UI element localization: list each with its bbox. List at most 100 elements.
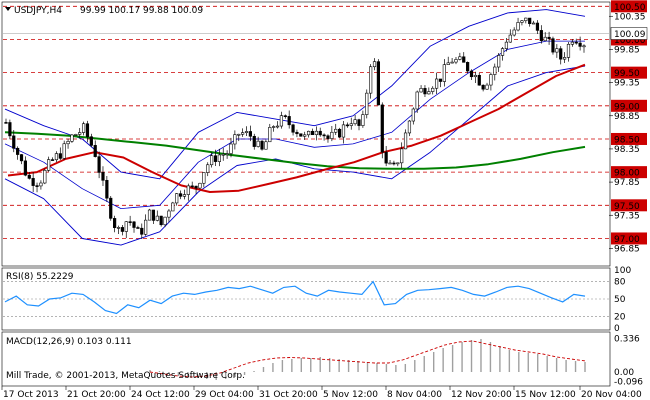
rsi-tick-label: 0: [614, 324, 620, 334]
candle-body: [322, 134, 326, 137]
candle-body: [116, 227, 121, 229]
candle-body: [539, 30, 543, 42]
candle-body: [477, 74, 481, 86]
candle-body: [458, 56, 462, 60]
candle-body: [555, 48, 559, 53]
candle-body: [144, 219, 148, 235]
candle-body: [582, 45, 586, 48]
macd-indicator: 0.336 0.00-0.096: [149, 334, 643, 388]
price-panel-frame: [1, 1, 611, 267]
candle-body: [338, 128, 342, 138]
candle-body: [221, 153, 225, 156]
candle-body: [403, 132, 408, 150]
ma-slow-line: [4, 131, 586, 170]
level-label: 98.00: [614, 169, 640, 179]
candle-body: [27, 174, 31, 179]
candle-body: [372, 61, 377, 68]
candle-body: [35, 185, 39, 187]
copyright-text: Mill Trade, © 2001-2013, MetaQuotes Soft…: [6, 371, 245, 381]
candle-body: [19, 154, 24, 162]
candle-body: [291, 124, 295, 133]
candle-body: [303, 134, 307, 137]
candle-body: [81, 123, 86, 133]
candle-body: [493, 66, 497, 75]
candle-body: [489, 74, 493, 86]
level-labels: 100.50100.0099.5099.0098.5098.0097.5097.…: [610, 0, 648, 245]
price-tick-label: 99.85: [614, 45, 640, 55]
candle-body: [47, 159, 51, 171]
candle-body: [500, 48, 505, 56]
price-axis: 100.35 99.85 99.35 98.85 98.35 97.85 97.35 96.8…: [609, 12, 646, 254]
candle-body: [369, 66, 373, 94]
candle-body: [434, 78, 439, 89]
candle-body: [380, 104, 384, 153]
price-tick-label: 98.85: [614, 112, 640, 122]
candle-body: [167, 210, 171, 218]
rsi-panel-frame: [1, 267, 611, 331]
candle-body: [66, 141, 70, 145]
candle-body: [497, 55, 501, 68]
candle-body: [85, 123, 90, 138]
price-tick-label: 97.85: [614, 178, 640, 188]
candle-body: [287, 116, 291, 126]
macd-header: MACD(12,26,9) 0.103 0.111: [6, 337, 132, 347]
candle-body: [43, 169, 47, 184]
candle-body: [314, 130, 318, 136]
candle-body: [252, 135, 256, 147]
candle-body: [93, 145, 97, 157]
candle-body: [244, 131, 249, 133]
candle-body: [535, 22, 540, 31]
current-price-label: 100.09: [614, 30, 646, 40]
candle-body: [318, 130, 322, 136]
candle-body: [78, 132, 82, 135]
candle-body: [400, 148, 404, 164]
rsi-tick-label: 100: [614, 266, 631, 276]
candle-body: [547, 36, 551, 39]
time-tick-label: 21 Oct 20:00: [67, 390, 126, 400]
candle-body: [58, 153, 62, 159]
candle-body: [299, 133, 303, 137]
candle-body: [563, 57, 567, 60]
bollinger-upper: [4, 9, 586, 180]
dropdown-triangle-icon[interactable]: [5, 7, 11, 11]
candle-body: [384, 151, 388, 164]
candle-body: [109, 197, 113, 219]
rsi-header: RSI(8) 55.2229: [6, 272, 74, 282]
candle-body: [202, 172, 206, 184]
candle-body: [268, 127, 272, 143]
rsi-tick-label: 50: [614, 295, 626, 305]
candle-body: [283, 115, 287, 117]
candle-body: [12, 135, 16, 149]
candle-body: [50, 159, 55, 161]
candle-body: [345, 124, 349, 127]
candle-body: [256, 140, 260, 147]
candle-body: [450, 61, 454, 64]
level-label-box: [611, 232, 647, 245]
candle-body: [241, 132, 245, 135]
candle-body: [481, 84, 485, 90]
ma-fast-line: [7, 63, 586, 193]
candle-body: [151, 209, 156, 221]
level-label-box: [611, 199, 647, 212]
candle-body: [361, 114, 365, 126]
macd-tick-label: 0.336: [614, 334, 640, 344]
candle-body: [101, 172, 105, 181]
candle-body: [132, 221, 136, 228]
candle-body: [39, 182, 43, 187]
candle-body: [8, 122, 12, 137]
candle-body: [295, 131, 299, 135]
macd-panel-frame: [1, 331, 611, 387]
ohlc-header: 99.99 100.17 99.88 100.09: [80, 6, 203, 16]
candle-body: [516, 22, 520, 31]
current-price-box: [610, 27, 648, 40]
time-axis: 17 Oct 2013 21 Oct 20:00 24 Oct 12:00 29 Oc…: [1, 386, 642, 400]
candle-body: [120, 227, 124, 232]
level-label-box: [611, 166, 647, 179]
candle-body: [248, 131, 252, 137]
candle-body: [206, 164, 210, 173]
time-tick-label: 24 Oct 12:00: [131, 390, 190, 400]
candle-body: [70, 134, 74, 142]
candle-body: [74, 134, 78, 136]
macd-tick-label: 0.00: [614, 368, 634, 378]
